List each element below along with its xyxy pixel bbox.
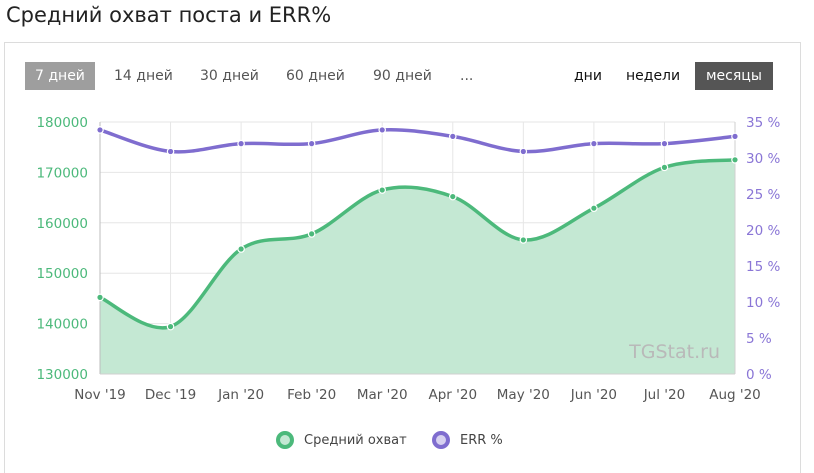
y-right-tick-label: 0 % bbox=[746, 367, 772, 383]
legend-label: Средний охват bbox=[304, 432, 407, 448]
x-tick-label: Jan '20 bbox=[217, 387, 264, 403]
reach-point[interactable] bbox=[166, 322, 175, 331]
y-left-tick-label: 180000 bbox=[36, 115, 88, 131]
x-tick-label: Nov '19 bbox=[74, 387, 126, 403]
legend-item-0[interactable]: Средний охват bbox=[276, 427, 407, 453]
y-left-tick-label: 140000 bbox=[36, 317, 88, 333]
y-right-tick-label: 20 % bbox=[746, 223, 780, 239]
err-line bbox=[99, 127, 736, 154]
err-point[interactable] bbox=[448, 132, 457, 141]
x-tick-label: Apr '20 bbox=[429, 387, 478, 403]
reach-area bbox=[100, 159, 735, 374]
reach-point[interactable] bbox=[448, 192, 457, 201]
err-point[interactable] bbox=[590, 139, 598, 148]
x-tick-label: Dec '19 bbox=[145, 387, 196, 403]
x-tick-label: Feb '20 bbox=[287, 387, 336, 403]
chart-plot: TGStat.ru 130000 140000 150000 160000 170000 1… bbox=[36, 115, 780, 403]
x-tick-label: May '20 bbox=[497, 387, 550, 403]
x-tick-label: Jul '20 bbox=[643, 387, 685, 403]
y-right-tick-label: 5 % bbox=[746, 331, 772, 347]
y-right-tick-label: 10 % bbox=[746, 295, 780, 311]
err-point[interactable] bbox=[519, 147, 528, 156]
err-point[interactable] bbox=[96, 126, 104, 134]
y-right-tick-label: 25 % bbox=[746, 187, 780, 203]
x-tick-label: Aug '20 bbox=[709, 387, 761, 403]
granularity-button-1[interactable]: недели bbox=[626, 68, 681, 84]
y-left-tick-label: 160000 bbox=[36, 216, 88, 232]
reach-point[interactable] bbox=[237, 245, 245, 253]
period-button-5[interactable]: ... bbox=[460, 68, 474, 84]
err-point[interactable] bbox=[378, 126, 387, 134]
x-tick-label: Mar '20 bbox=[357, 387, 408, 403]
x-tick-label: Jun '20 bbox=[570, 387, 617, 403]
y-right-tick-label: 15 % bbox=[746, 259, 780, 275]
err-point[interactable] bbox=[237, 139, 245, 148]
err-point[interactable] bbox=[307, 139, 316, 148]
y-left-tick-label: 130000 bbox=[36, 367, 88, 383]
watermark: TGStat.ru bbox=[628, 341, 720, 363]
reach-point[interactable] bbox=[96, 293, 104, 302]
reach-line bbox=[99, 158, 736, 330]
legend-item-1[interactable]: ERR % bbox=[432, 427, 503, 453]
reach-point[interactable] bbox=[307, 230, 316, 238]
reach-point[interactable] bbox=[378, 186, 387, 194]
period-button-4[interactable]: 90 дней bbox=[373, 68, 432, 84]
legend-swatch bbox=[432, 431, 450, 449]
reach-point[interactable] bbox=[731, 156, 739, 164]
granularity-button-0[interactable]: дни bbox=[574, 68, 602, 84]
err-point[interactable] bbox=[166, 147, 175, 156]
granularity-button-2[interactable]: месяцы bbox=[695, 62, 773, 90]
period-button-1[interactable]: 14 дней bbox=[114, 68, 173, 84]
legend-label: ERR % bbox=[460, 432, 503, 448]
chart-legend: Средний охват ERR % bbox=[0, 425, 814, 455]
y-right-tick-label: 30 % bbox=[746, 151, 780, 167]
period-button-3[interactable]: 60 дней bbox=[286, 68, 345, 84]
y-left-tick-label: 170000 bbox=[36, 165, 88, 181]
err-point[interactable] bbox=[660, 139, 669, 148]
reach-point[interactable] bbox=[660, 163, 669, 172]
y-right-tick-label: 35 % bbox=[746, 115, 780, 131]
err-point[interactable] bbox=[731, 132, 739, 141]
reach-point[interactable] bbox=[519, 236, 528, 244]
y-left-tick-label: 150000 bbox=[36, 266, 88, 282]
reach-point[interactable] bbox=[590, 204, 598, 212]
period-button-2[interactable]: 30 дней bbox=[200, 68, 259, 84]
period-button-0[interactable]: 7 дней bbox=[25, 62, 95, 90]
legend-swatch bbox=[276, 431, 294, 449]
chart-title: Средний охват поста и ERR% bbox=[6, 3, 332, 27]
